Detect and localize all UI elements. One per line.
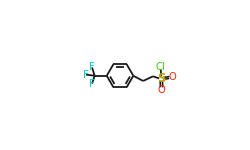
Text: F: F <box>89 79 95 89</box>
Text: O: O <box>168 72 176 83</box>
Text: Cl: Cl <box>156 61 166 72</box>
Text: S: S <box>157 72 166 85</box>
Text: O: O <box>158 85 166 95</box>
Text: F: F <box>89 62 95 72</box>
Text: F: F <box>83 70 89 80</box>
